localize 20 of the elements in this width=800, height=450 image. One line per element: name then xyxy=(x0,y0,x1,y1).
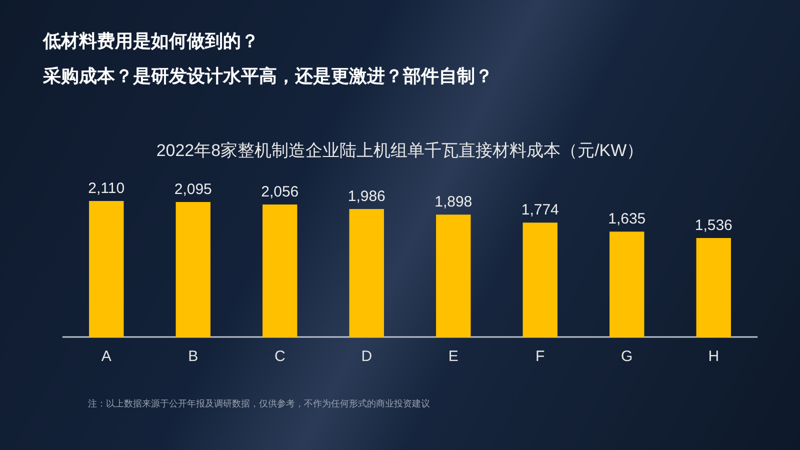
data-label: 1,986 xyxy=(348,188,386,205)
x-tick-label: G xyxy=(621,348,633,365)
text: 注：以上数据来源于公开年报及调研数据，仅供参考，不作为任何形式的商业投资建议 xyxy=(88,398,430,408)
data-label: 1,635 xyxy=(608,210,646,228)
x-tick-label: C xyxy=(274,348,286,365)
x-tick-label: E xyxy=(448,348,458,365)
x-tick-label: H xyxy=(708,348,720,365)
data-label: 2,095 xyxy=(174,180,212,198)
data-label: 1,774 xyxy=(521,202,559,219)
data-label: 2,056 xyxy=(261,183,299,200)
data-label: 1,898 xyxy=(434,194,472,211)
text: 低材料费用是如何做到的？ xyxy=(42,31,259,51)
data-label: 1,536 xyxy=(694,216,732,234)
text: 采购成本？是研发设计水平高，还是更激进？部件自制？ xyxy=(42,66,493,86)
x-tick-label: A xyxy=(101,348,112,365)
chart-title: 2022年8家整机制造企业陆上机组单千瓦直接材料成本（元/KW） xyxy=(156,141,644,160)
x-tick-label: F xyxy=(536,348,545,365)
x-tick-label: B xyxy=(188,348,198,365)
x-tick-label: D xyxy=(361,348,372,365)
data-label: 2,110 xyxy=(88,180,125,197)
